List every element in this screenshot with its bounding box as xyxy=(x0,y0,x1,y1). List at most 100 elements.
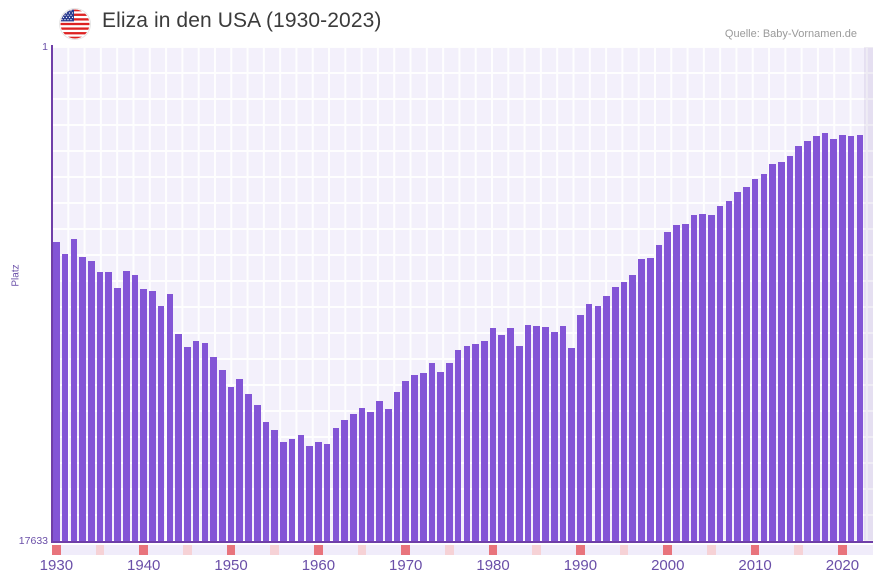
bar xyxy=(612,287,619,541)
bar xyxy=(271,430,279,541)
x-tick-major xyxy=(838,545,847,555)
bar xyxy=(690,215,698,541)
bar xyxy=(306,445,313,541)
x-tick-major xyxy=(750,545,760,555)
bar xyxy=(157,306,165,541)
y-axis-tick-top-label: 1 xyxy=(42,41,48,53)
bar xyxy=(140,288,147,541)
bar xyxy=(201,343,209,541)
bar-series xyxy=(52,47,873,541)
bar xyxy=(367,412,375,541)
bar xyxy=(481,340,488,541)
bar xyxy=(629,274,637,541)
bar xyxy=(585,303,593,541)
x-axis-line xyxy=(51,541,873,543)
bar xyxy=(533,326,541,541)
bar xyxy=(489,327,497,541)
bar xyxy=(708,214,715,541)
bar xyxy=(681,224,689,541)
bar xyxy=(376,400,383,541)
x-tick-minor xyxy=(707,545,716,555)
bar xyxy=(804,141,811,541)
y-axis-tick-top: 1 xyxy=(0,41,48,55)
x-axis-tick-label: 2010 xyxy=(738,557,772,574)
bar xyxy=(236,378,244,541)
x-axis-tick-label: 1970 xyxy=(389,557,423,574)
x-axis-tick-label: 1980 xyxy=(476,557,510,574)
bar xyxy=(777,162,785,541)
bar xyxy=(673,225,680,541)
bar xyxy=(839,135,846,541)
x-axis-tick-label: 1990 xyxy=(563,557,598,574)
bar xyxy=(847,135,855,541)
bar xyxy=(384,408,392,541)
x-tick-minor xyxy=(270,545,280,555)
bar xyxy=(61,254,69,541)
bar xyxy=(210,356,217,541)
bar xyxy=(734,192,741,541)
bar xyxy=(411,374,418,541)
bar xyxy=(315,441,322,541)
bar xyxy=(856,135,864,541)
bar xyxy=(786,156,794,541)
bar xyxy=(288,438,296,541)
y-axis-tick-bottom-label: 17633 xyxy=(18,535,48,547)
bar xyxy=(812,136,820,541)
source-attribution: Quelle: Baby-Vornamen.de xyxy=(724,28,857,40)
bar xyxy=(769,163,776,541)
future-shaded-region xyxy=(864,47,873,541)
x-tick-minor xyxy=(619,545,629,555)
bar xyxy=(253,405,261,541)
bar xyxy=(638,258,645,541)
x-axis-labels: 1930 1940 1950 1960 1970 1980 1990 2000 2010 2020 xyxy=(0,557,873,583)
bar xyxy=(568,347,575,541)
bar xyxy=(175,333,182,541)
bar xyxy=(428,362,436,541)
bar xyxy=(550,331,558,541)
bar xyxy=(192,340,200,541)
x-tick-minor xyxy=(532,545,542,555)
bar xyxy=(53,242,60,541)
x-tick-major xyxy=(139,545,149,555)
bar xyxy=(821,133,829,541)
bar xyxy=(454,350,462,541)
bar xyxy=(166,293,174,541)
bar xyxy=(358,408,366,541)
y-axis-title: Platz xyxy=(10,264,22,287)
x-axis-tick-strip xyxy=(52,545,873,555)
bar xyxy=(699,214,706,541)
x-tick-major xyxy=(401,545,411,555)
x-tick-minor xyxy=(357,545,367,555)
x-tick-major xyxy=(314,545,323,555)
bar xyxy=(577,314,584,541)
bar xyxy=(297,435,305,541)
x-tick-minor xyxy=(445,545,454,555)
x-tick-minor xyxy=(183,545,192,555)
x-axis-tick-label: 1930 xyxy=(39,557,74,574)
bar xyxy=(524,324,532,541)
bar xyxy=(620,281,628,541)
bar xyxy=(96,271,104,541)
bar xyxy=(393,392,401,541)
bar xyxy=(218,370,226,541)
bar xyxy=(760,174,768,541)
bar xyxy=(559,326,567,541)
bar xyxy=(437,371,444,541)
x-tick-major xyxy=(576,545,585,555)
bar xyxy=(472,343,479,541)
page-title: Eliza in den USA (1930-2023) xyxy=(102,9,382,32)
chart-header: Eliza in den USA (1930-2023) Quelle: Bab… xyxy=(0,0,873,46)
x-tick-major xyxy=(52,545,61,555)
bar xyxy=(498,335,506,541)
bar xyxy=(149,291,156,541)
bar xyxy=(79,256,86,541)
x-tick-major xyxy=(488,545,498,555)
bar xyxy=(332,427,340,541)
bar xyxy=(515,346,523,541)
x-tick-minor xyxy=(95,545,105,555)
bar xyxy=(655,245,663,541)
y-axis-tick-bottom: 17633 xyxy=(0,533,48,547)
bar xyxy=(542,326,549,541)
x-tick-minor xyxy=(794,545,804,555)
